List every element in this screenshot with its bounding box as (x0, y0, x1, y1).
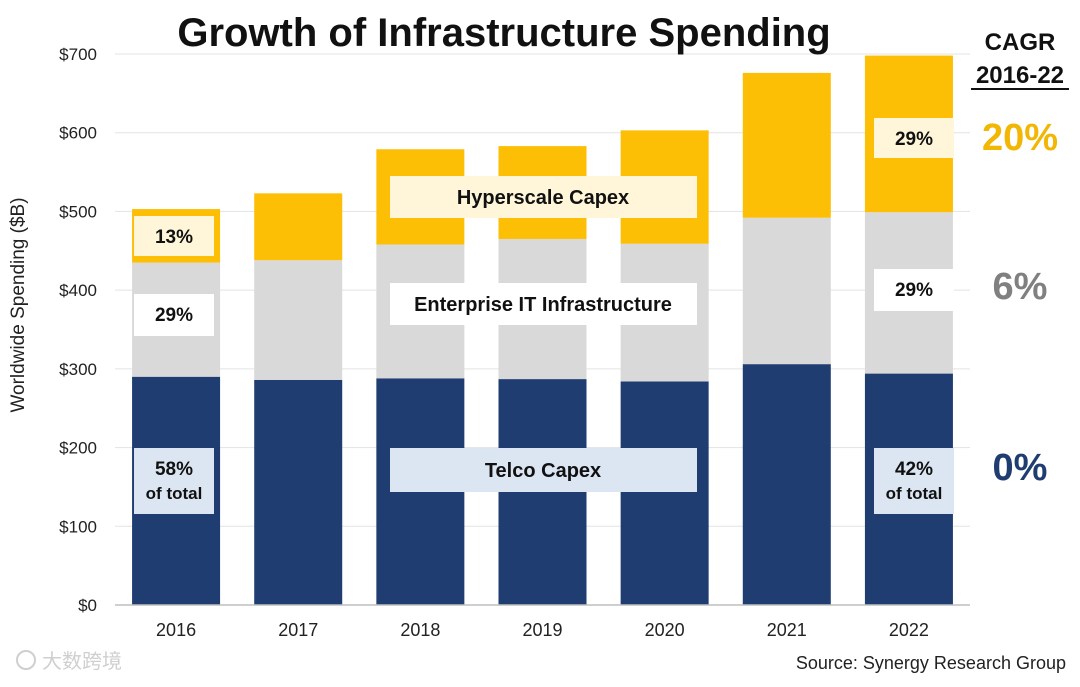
cagr-hyperscale: 20% (982, 117, 1058, 159)
source-note: Source: Synergy Research Group (796, 653, 1066, 673)
telco-label: Telco Capex (485, 460, 601, 482)
y-tick-label: $200 (59, 439, 97, 458)
y-axis-label: Worldwide Spending ($B) (8, 197, 29, 412)
y-tick-label: $100 (59, 517, 97, 536)
x-tick-label: 2017 (278, 620, 318, 640)
bar-hyperscale-2017 (254, 193, 343, 261)
y-axis-ticks: $0 $100 $200 $300 $400 $500 $600 $700 (59, 45, 97, 615)
y-tick-label: $600 (59, 124, 97, 143)
share-box-2022-telco (874, 448, 954, 514)
share-box-2016-telco (134, 448, 214, 514)
share-2022-telco: 42% (895, 459, 933, 480)
watermark-logo: 大数跨境 (16, 650, 122, 673)
x-tick-label: 2020 (645, 620, 685, 640)
share-2016-hyperscale: 13% (155, 227, 193, 248)
watermark-text: 大数跨境 (42, 650, 122, 673)
x-tick-label: 2016 (156, 620, 196, 640)
share-2016-enterprise: 29% (155, 305, 193, 326)
y-tick-label: $400 (59, 281, 97, 300)
bar-telco-2020 (620, 381, 709, 605)
cagr-period: 2016-22 (976, 62, 1064, 89)
y-tick-label: $300 (59, 360, 97, 379)
share-2022-hyperscale: 29% (895, 129, 933, 150)
cagr-heading: CAGR (985, 29, 1056, 56)
cagr-telco: 0% (993, 447, 1048, 489)
share-2016-telco-sub: of total (146, 484, 203, 503)
enterprise-label-box (390, 283, 697, 325)
cagr-enterprise: 6% (993, 266, 1048, 308)
y-tick-label: $700 (59, 45, 97, 64)
share-box-2022-enterprise (874, 269, 954, 311)
enterprise-label: Enterprise IT Infrastructure (414, 294, 672, 316)
bar-hyperscale-2021 (742, 72, 831, 218)
y-tick-label: $0 (78, 596, 97, 615)
x-tick-label: 2019 (522, 620, 562, 640)
share-2022-enterprise: 29% (895, 280, 933, 301)
x-tick-label: 2022 (889, 620, 929, 640)
share-box-2016-enterprise (134, 294, 214, 336)
telco-label-box (390, 448, 697, 492)
bar-telco-2021 (742, 364, 831, 605)
bar-enterprise-2017 (254, 260, 343, 380)
watermark-icon (16, 650, 36, 670)
y-tick-label: $500 (59, 202, 97, 221)
share-2016-telco: 58% (155, 459, 193, 480)
hyperscale-label: Hyperscale Capex (457, 187, 629, 209)
bar-telco-2017 (254, 379, 343, 605)
share-box-2022-hyperscale (874, 118, 954, 158)
share-2022-telco-sub: of total (886, 484, 943, 503)
chart-title: Growth of Infrastructure Spending (177, 11, 830, 55)
share-box-2016-hyperscale (134, 216, 214, 256)
hyperscale-label-box (390, 176, 697, 218)
bar-enterprise-2021 (742, 217, 831, 365)
x-tick-label: 2018 (400, 620, 440, 640)
bar-telco-2019 (498, 379, 587, 605)
x-axis-ticks: 2016 2017 2018 2019 2020 2021 2022 (156, 620, 929, 640)
x-tick-label: 2021 (767, 620, 807, 640)
